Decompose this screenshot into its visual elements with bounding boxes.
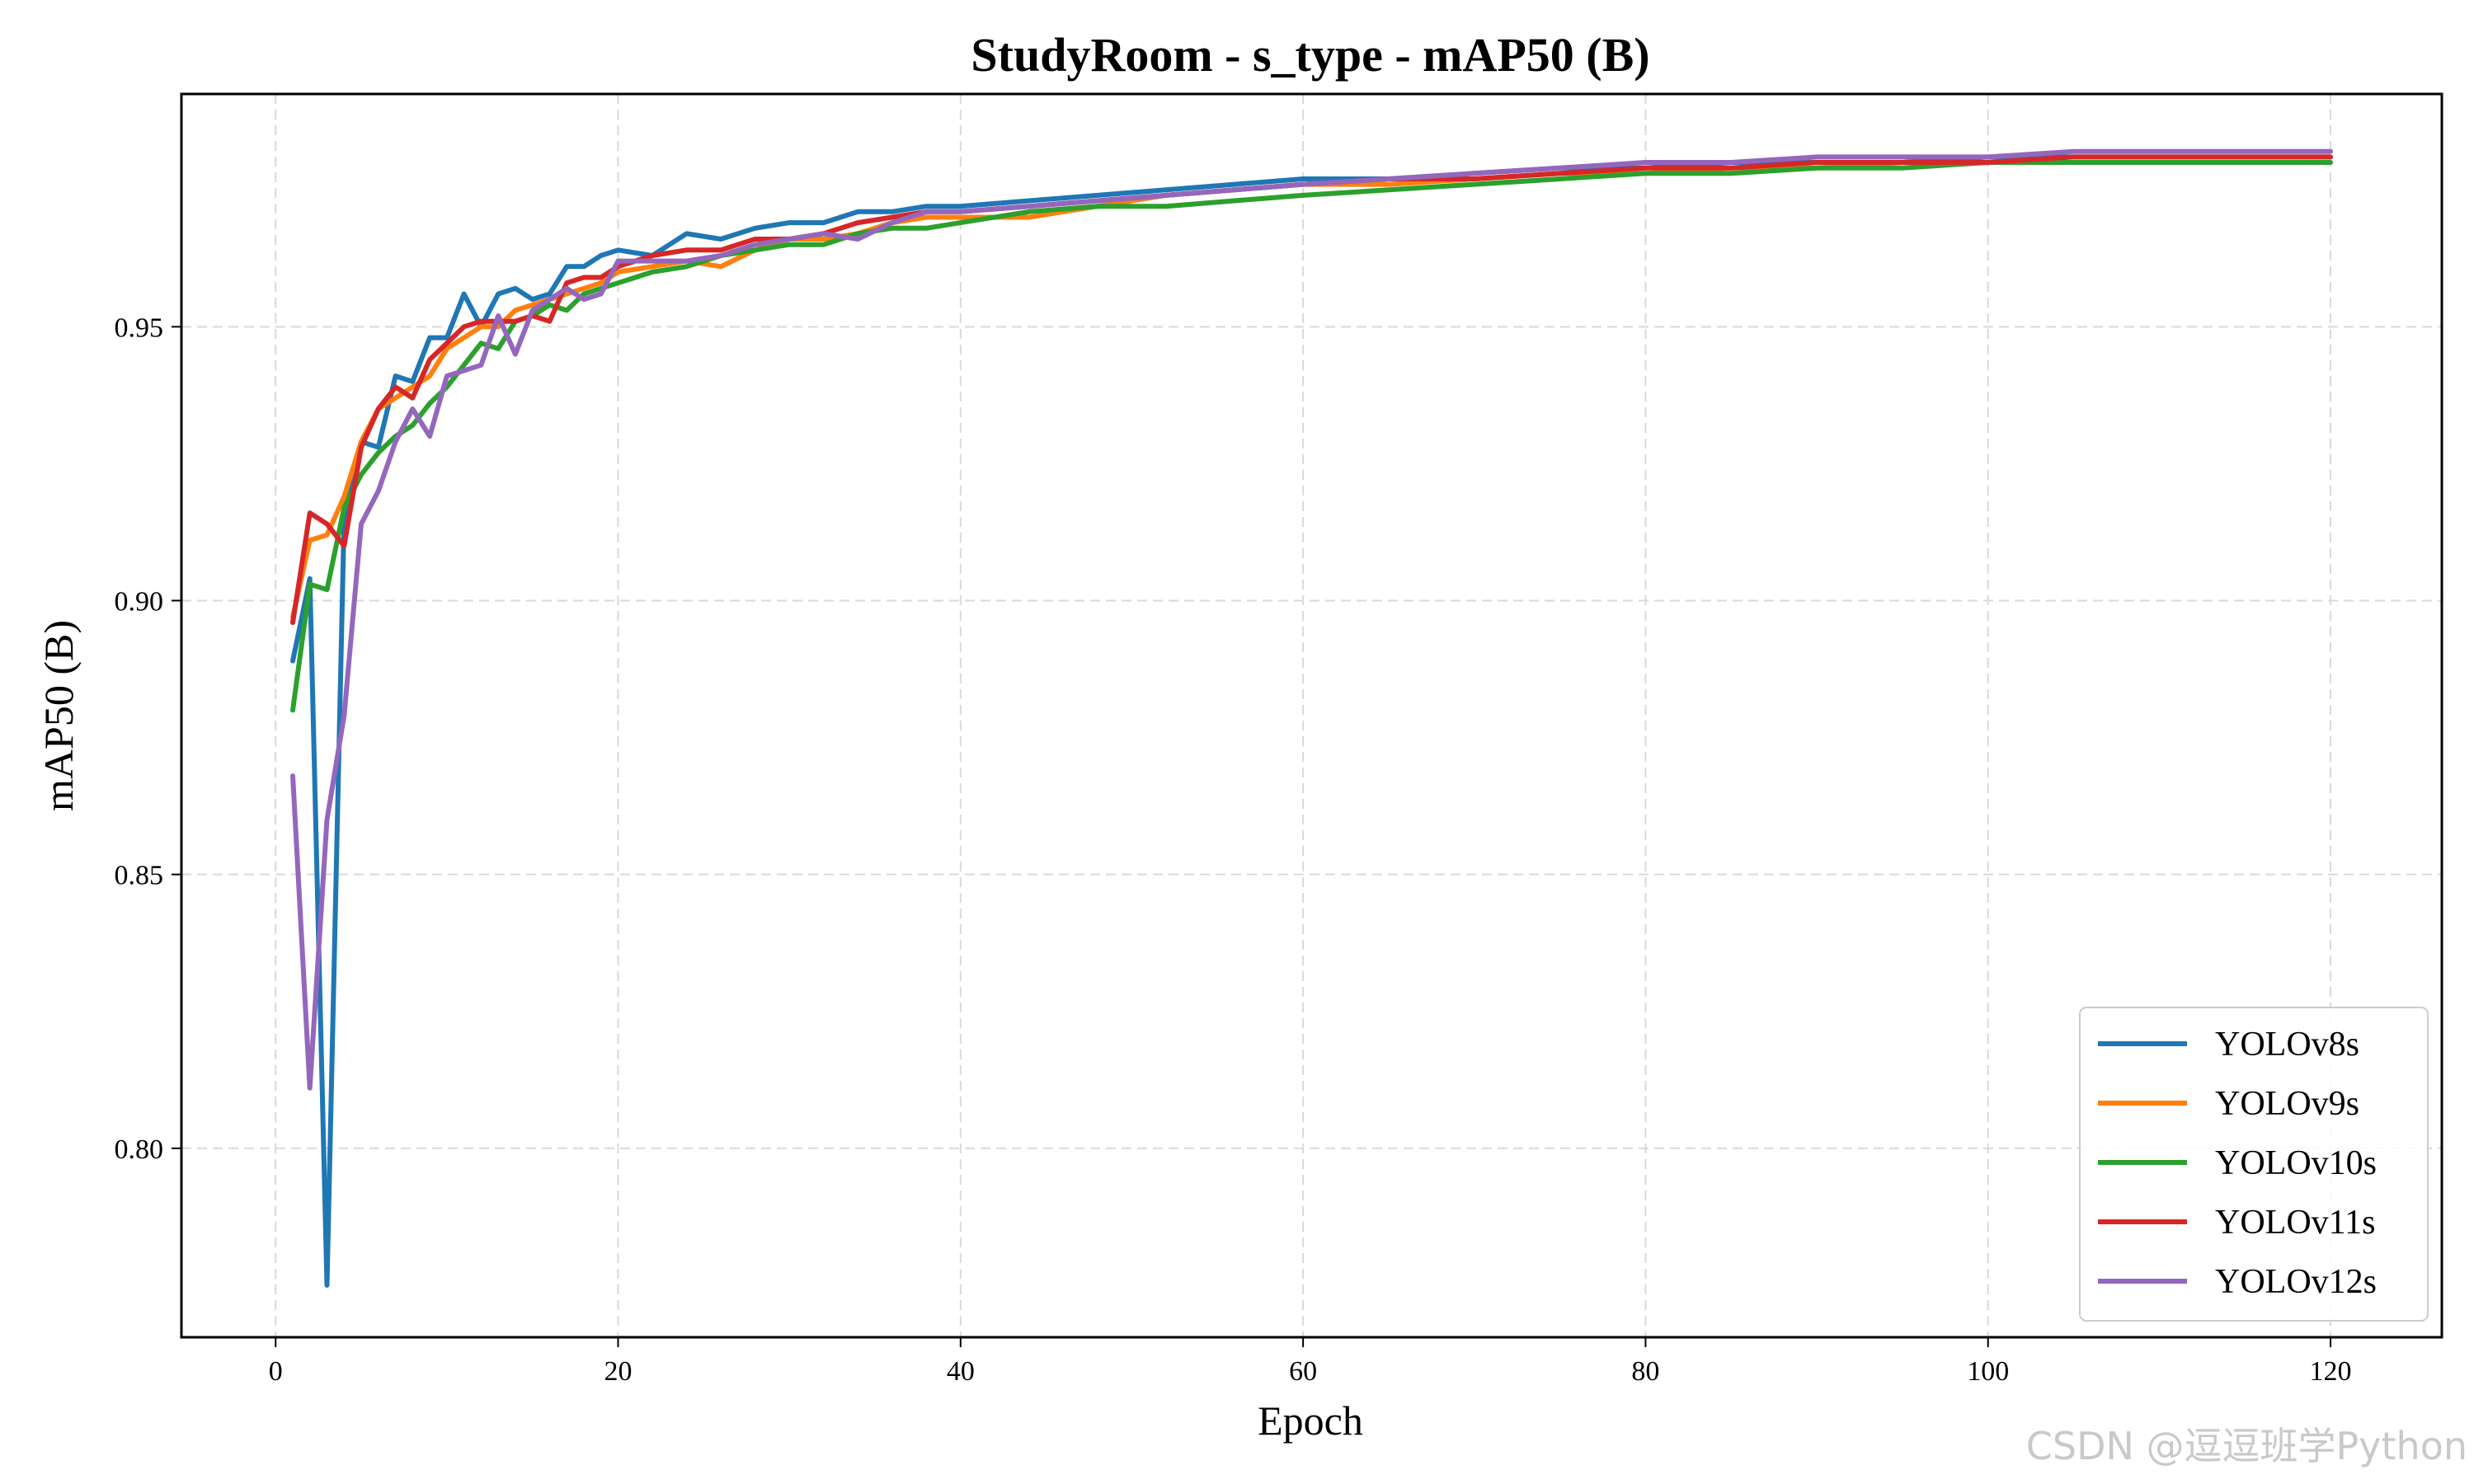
y-axis: 0.80 0.85 0.90 0.95 [115, 312, 181, 1165]
legend-label: YOLOv11s [2215, 1204, 2375, 1242]
y-tick-label: 0.80 [115, 1134, 164, 1165]
y-tick-label: 0.85 [115, 861, 164, 891]
legend-label: YOLOv10s [2215, 1144, 2377, 1182]
x-axis-label: Epoch [1258, 1397, 1363, 1444]
y-tick-label: 0.95 [115, 312, 164, 343]
watermark: CSDN @逗逗班学Python [2026, 1424, 2467, 1468]
x-tick-label: 100 [1967, 1356, 2009, 1387]
x-tick-label: 80 [1631, 1356, 1659, 1387]
plot-frame [180, 92, 2443, 1339]
legend: YOLOv8s YOLOv9s YOLOv10s YOLOv11s YOLOv12s [2079, 1007, 2429, 1322]
series-line-yolov10s [290, 160, 2333, 713]
chart-title: StudyRoom - s_type - mAP50 (B) [971, 28, 1649, 82]
legend-box [2079, 1007, 2429, 1322]
series-line-yolov12s [290, 148, 2333, 1091]
x-axis: 0 20 40 60 80 100 120 [269, 1337, 2352, 1387]
y-tick-label: 0.90 [115, 586, 164, 617]
series-lines [290, 148, 2333, 1288]
legend-label: YOLOv9s [2215, 1085, 2359, 1123]
legend-label: YOLOv12s [2215, 1263, 2377, 1301]
grid-lines [181, 94, 2442, 1337]
series-line-yolov11s [290, 154, 2333, 626]
x-tick-label: 120 [2310, 1356, 2352, 1387]
y-axis-label: mAP50 (B) [35, 620, 82, 811]
x-tick-label: 0 [269, 1356, 283, 1387]
x-tick-label: 40 [947, 1356, 975, 1387]
x-tick-label: 20 [604, 1356, 633, 1387]
legend-label: YOLOv8s [2215, 1026, 2359, 1064]
x-tick-label: 60 [1289, 1356, 1317, 1387]
